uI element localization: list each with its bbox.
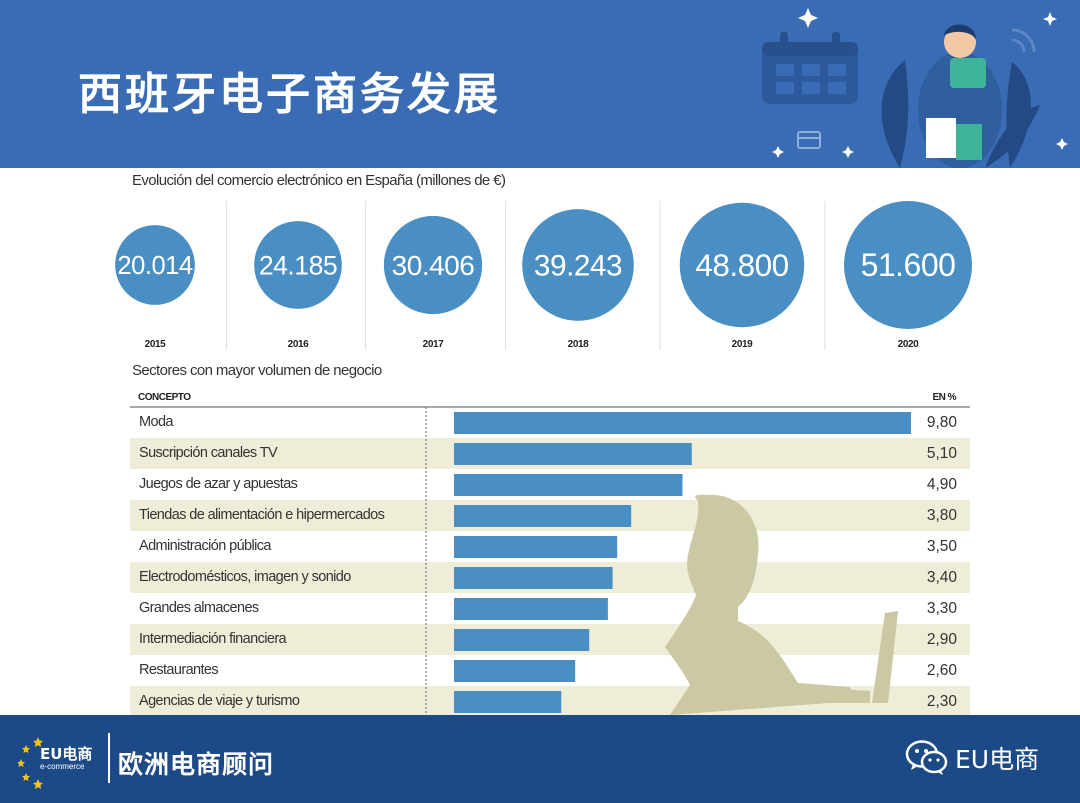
ecommerce-evolution-chart: 20.014 2015 24.185 2016 30.406 2017 39.243 2018… bbox=[115, 201, 972, 350]
wechat-account[interactable]: EU电商 bbox=[905, 737, 1039, 777]
bubble-2019 bbox=[679, 202, 805, 328]
bubble-value-label: 30.406 bbox=[392, 250, 475, 281]
sector-value-label: 4,90 bbox=[927, 476, 958, 493]
column-header-unit: EN % bbox=[932, 392, 956, 403]
sector-label: Tiendas de alimentación e hipermercados bbox=[139, 507, 385, 523]
sector-value-label: 2,30 bbox=[927, 693, 958, 710]
sector-bar bbox=[454, 412, 911, 434]
header-banner: 西班牙电子商务发展 bbox=[0, 0, 1080, 168]
bar-chart-title: Sectores con mayor volumen de negocio bbox=[132, 362, 382, 379]
year-label: 2016 bbox=[288, 339, 309, 350]
eu-stars-icon bbox=[18, 737, 43, 789]
year-label: 2018 bbox=[568, 339, 589, 350]
calendar-icon bbox=[762, 32, 858, 104]
sector-bar bbox=[454, 660, 576, 682]
sector-bar bbox=[454, 536, 618, 558]
sector-value-label: 3,30 bbox=[927, 600, 958, 617]
sector-bar bbox=[454, 629, 590, 651]
bubble-value-label: 48.800 bbox=[695, 247, 788, 283]
bubble-2018 bbox=[522, 209, 634, 321]
page-title: 西班牙电子商务发展 bbox=[78, 69, 501, 120]
sector-label: Juegos de azar y apuestas bbox=[139, 476, 298, 492]
sparkle-icon bbox=[772, 8, 1068, 158]
bubble-chart-title: Evolución del comercio electrónico en Es… bbox=[132, 172, 506, 189]
ecommerce-illustration bbox=[762, 8, 1068, 168]
sector-label: Administración pública bbox=[139, 538, 272, 554]
sector-bar bbox=[454, 474, 683, 496]
bubble-2015 bbox=[115, 225, 195, 305]
bubble-value-label: 20.014 bbox=[117, 252, 193, 280]
sector-value-label: 9,80 bbox=[927, 414, 958, 431]
wifi-icon bbox=[1011, 28, 1036, 53]
sector-label: Suscripción canales TV bbox=[139, 445, 278, 461]
footer-brand-name: 欧洲电商顾问 bbox=[118, 750, 275, 779]
column-header-concepto: CONCEPTO bbox=[138, 392, 191, 403]
woman-laptop-silhouette bbox=[665, 494, 898, 715]
bubble-2016 bbox=[254, 221, 342, 309]
sector-value-label: 2,60 bbox=[927, 662, 958, 679]
sector-value-label: 3,50 bbox=[927, 538, 958, 555]
footer-divider bbox=[108, 733, 110, 783]
year-label: 2017 bbox=[423, 339, 444, 350]
logo-subtext: e-commerce bbox=[40, 762, 85, 771]
sector-value-label: 3,40 bbox=[927, 569, 958, 586]
sector-bar bbox=[454, 567, 613, 589]
sector-value-label: 3,80 bbox=[927, 507, 958, 524]
sector-bar bbox=[454, 443, 692, 465]
sector-label: Intermediación financiera bbox=[139, 631, 288, 647]
bubble-value-label: 51.600 bbox=[861, 247, 956, 283]
eu-ecommerce-logo: EU电商 e-commerce bbox=[18, 735, 110, 789]
wechat-icon bbox=[905, 740, 948, 775]
sector-value-label: 5,10 bbox=[927, 445, 958, 462]
credit-card-icon bbox=[797, 131, 821, 149]
bubble-value-label: 39.243 bbox=[534, 249, 622, 282]
shopper-figure-icon bbox=[918, 24, 1002, 168]
sector-label: Restaurantes bbox=[139, 662, 218, 678]
sector-bar bbox=[454, 505, 632, 527]
sector-label: Agencias de viaje y turismo bbox=[139, 693, 300, 709]
wechat-label: EU电商 bbox=[955, 745, 1040, 774]
footer-bar: EU电商 e-commerce 欧洲电商顾问 EU电商 bbox=[0, 715, 1080, 803]
bubble-value-label: 24.185 bbox=[259, 250, 337, 280]
bubble-2017 bbox=[383, 215, 483, 315]
sector-label: Grandes almacenes bbox=[139, 600, 259, 616]
year-label: 2019 bbox=[732, 339, 753, 350]
sector-value-label: 2,90 bbox=[927, 631, 958, 648]
logo-text: EU电商 bbox=[40, 745, 93, 763]
sector-bar-chart: CONCEPTO EN % Moda 9,80 Suscripción canales … bbox=[130, 392, 970, 717]
year-label: 2020 bbox=[898, 339, 919, 350]
sector-bar bbox=[454, 598, 608, 620]
sector-label: Moda bbox=[139, 414, 174, 430]
sector-bar bbox=[454, 691, 562, 713]
sector-label: Electrodomésticos, imagen y sonido bbox=[139, 569, 351, 585]
year-label: 2015 bbox=[145, 339, 166, 350]
plant-leaves-icon bbox=[881, 60, 1040, 168]
bubble-2020 bbox=[844, 201, 972, 329]
